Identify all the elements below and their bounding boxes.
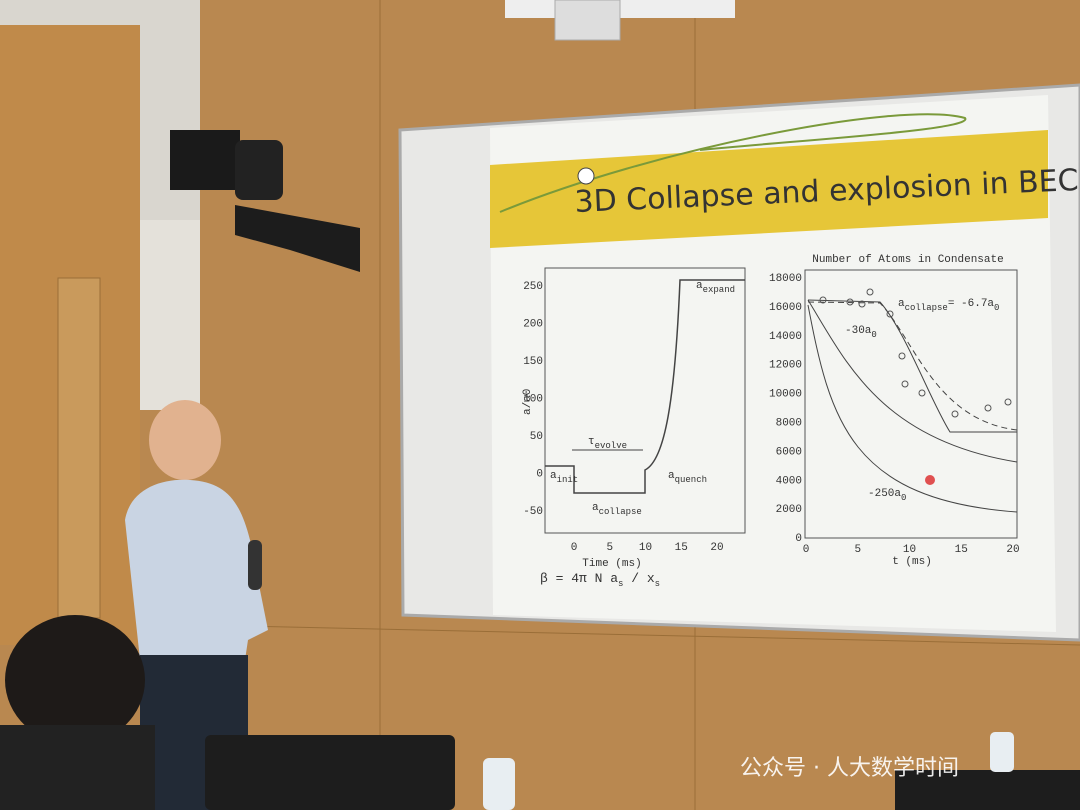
text-part: -250a xyxy=(868,488,901,500)
fit-curve xyxy=(807,299,1018,463)
plot-title: Number of Atoms in Condensate xyxy=(812,254,1003,266)
text-part: s xyxy=(655,579,660,589)
y-tick-label: 150 xyxy=(523,356,543,368)
x-tick-label: 10 xyxy=(903,544,916,556)
plot-frame xyxy=(544,267,746,534)
x-tick-label: 20 xyxy=(1006,544,1019,556)
laser-dot xyxy=(925,475,935,485)
watermark: 公众号 · 人大数学时间 xyxy=(740,756,959,781)
text-part: = -6.7a xyxy=(948,298,995,310)
x-tick-label: 15 xyxy=(675,542,688,554)
text-part: a xyxy=(550,470,557,482)
text-part: / x xyxy=(623,571,654,586)
chair xyxy=(895,770,1080,810)
y-tick-label: 250 xyxy=(523,281,543,293)
fit-curve xyxy=(807,301,1018,431)
scattering-length-curve xyxy=(545,279,745,494)
water-bottle xyxy=(990,732,1014,772)
x-axis-label: t (ms) xyxy=(892,556,932,568)
text-part: a xyxy=(696,280,703,292)
y-tick-label: 18000 xyxy=(769,273,802,285)
title-bar xyxy=(490,130,1048,248)
x-tick-label: 20 xyxy=(710,542,723,554)
text-part: τ xyxy=(588,436,595,448)
text-part: a xyxy=(898,298,905,310)
y-tick-label: 6000 xyxy=(776,446,802,458)
chair xyxy=(205,735,455,810)
text-part: a xyxy=(668,470,675,482)
x-axis-label: Time (ms) xyxy=(582,558,641,570)
text-part: quench xyxy=(675,475,707,485)
text-part: 0 xyxy=(871,330,876,340)
y-tick-label: 8000 xyxy=(776,418,802,430)
camera-body xyxy=(235,140,283,200)
y-tick-label: 10000 xyxy=(769,389,802,401)
x-tick-label: 15 xyxy=(955,544,968,556)
y-tick-label: 14000 xyxy=(769,331,802,343)
plot-annotation: ainit xyxy=(550,470,578,485)
audience-head xyxy=(5,615,145,745)
text-part: init xyxy=(557,475,579,485)
text-part: 0 xyxy=(994,303,999,313)
x-tick-label: 10 xyxy=(639,542,652,554)
panel-seam xyxy=(199,624,1080,646)
text-part: expand xyxy=(703,285,735,295)
plot-frame xyxy=(804,269,1018,539)
text-part: s xyxy=(618,579,623,589)
text-part: a xyxy=(592,502,599,514)
plot-annotation: aquench xyxy=(668,470,707,485)
plot-annotation: τevolve xyxy=(588,436,627,451)
y-tick-label: 100 xyxy=(523,394,543,406)
x-tick-label: 0 xyxy=(571,542,578,554)
chair xyxy=(0,725,155,810)
plot-annotation: acollapse xyxy=(592,502,642,517)
y-tick-label: 16000 xyxy=(769,302,802,314)
water-bottle xyxy=(483,758,515,810)
y-tick-label: 2000 xyxy=(776,504,802,516)
y-axis-label: a/a0 xyxy=(522,389,534,415)
camera xyxy=(170,130,240,190)
presenter-head xyxy=(149,400,221,480)
x-tick-label: 5 xyxy=(606,542,613,554)
projector-lens xyxy=(554,0,621,41)
x-tick-label: 5 xyxy=(854,544,861,556)
data-points xyxy=(819,288,1012,418)
text-part: β = 4π N a xyxy=(540,571,618,586)
text-part: evolve xyxy=(595,441,627,451)
microphone xyxy=(248,540,262,590)
y-tick-label: 0 xyxy=(795,533,802,545)
bullet-icon xyxy=(577,167,595,185)
text-part: 0 xyxy=(901,493,906,503)
swoosh xyxy=(499,113,967,213)
fit-curve xyxy=(807,299,1017,433)
y-tick-label: 50 xyxy=(530,431,543,443)
camera-arm xyxy=(235,205,360,272)
y-tick-label: 4000 xyxy=(776,475,802,487)
presenter-shirt xyxy=(125,479,268,660)
plot-annotation: aexpand xyxy=(696,280,735,295)
y-tick-label: 200 xyxy=(523,319,543,331)
y-tick-label: 12000 xyxy=(769,360,802,372)
plot-annotation: -250a0 xyxy=(868,488,906,503)
text-part: collapse xyxy=(905,303,948,313)
y-tick-label: 0 xyxy=(536,469,543,481)
x-tick-label: 0 xyxy=(803,544,810,556)
formula: β = 4π N as / xs xyxy=(540,571,660,589)
plot-annotation: acollapse= -6.7a0 xyxy=(898,298,999,313)
text-part: -30a xyxy=(845,325,872,337)
wood-panel xyxy=(57,277,101,619)
y-tick-label: -50 xyxy=(523,506,543,518)
fit-curve xyxy=(807,304,1018,513)
plot-annotation: -30a0 xyxy=(845,325,877,340)
wall-gap xyxy=(140,220,200,410)
text-part: collapse xyxy=(599,507,642,517)
